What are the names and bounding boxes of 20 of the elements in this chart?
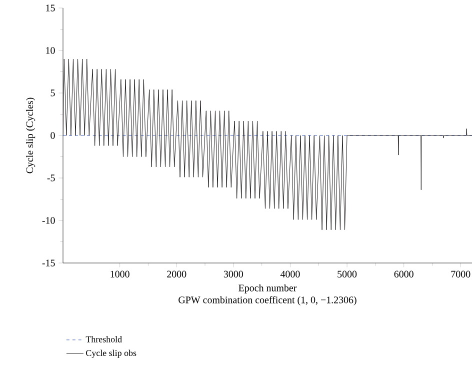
- x-tick-label: 2000: [167, 270, 186, 278]
- y-tick-label: 10: [46, 47, 55, 54]
- line-series: [63, 58, 472, 230]
- y-tick-label: 5: [50, 90, 55, 96]
- legend-label: Cycle slip obs: [86, 350, 136, 358]
- y-tick-label: 0: [50, 132, 55, 139]
- y-tick-label: -15: [42, 260, 55, 266]
- y-tick-label: -10: [42, 217, 55, 224]
- y-tick-label: 15: [46, 4, 55, 12]
- x-tick-label: 4000: [280, 270, 300, 278]
- x-tick-label: 3000: [224, 270, 244, 278]
- x-axis-title: Epoch number: [238, 284, 297, 294]
- y-axis-title: Cycle slip (Cycles): [26, 98, 36, 174]
- x-tick-label: 5000: [338, 270, 357, 278]
- legend-label: Threshold: [86, 336, 122, 342]
- x-tick-label: 1000: [110, 270, 130, 278]
- x-tick-label: 7000: [451, 270, 470, 278]
- text: GPW combination coefficent (1, 0, −1.2306): [178, 296, 356, 306]
- x-tick-label: 6000: [394, 270, 414, 278]
- y-tick-label: -5: [47, 174, 55, 182]
